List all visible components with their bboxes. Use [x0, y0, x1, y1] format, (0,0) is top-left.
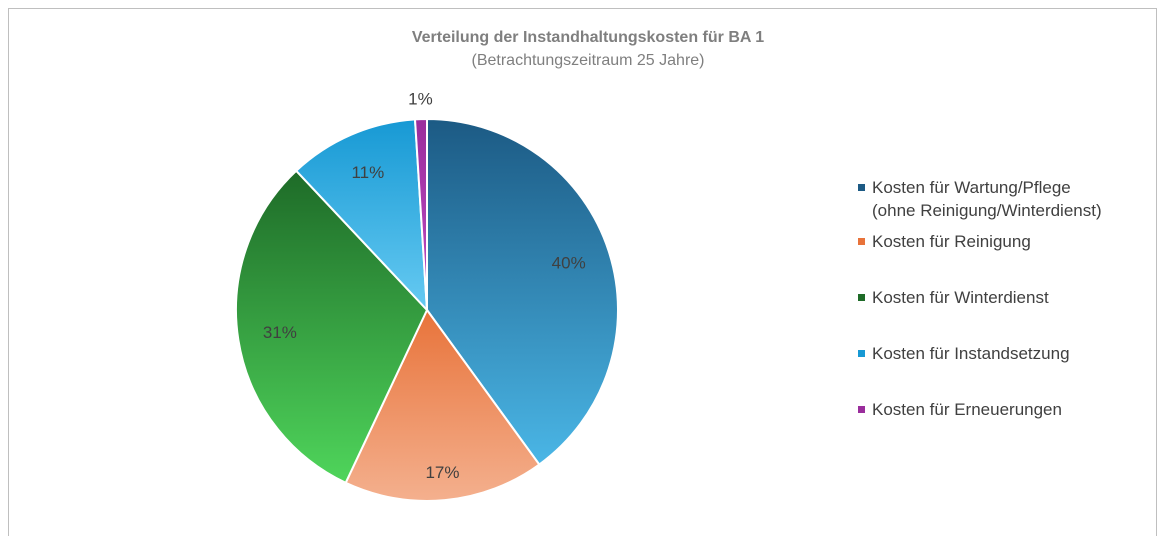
- legend-swatch: [858, 406, 865, 413]
- pie-slice: [413, 117, 428, 311]
- pie-slice: [294, 118, 429, 313]
- legend-swatch: [858, 184, 865, 191]
- pie-slice: [426, 117, 619, 466]
- chart-title: Verteilung der Instandhaltungskosten für…: [412, 29, 764, 46]
- pie-slice: [344, 308, 541, 502]
- legend-label: Kosten für Erneuerungen: [872, 400, 1062, 419]
- data-label: 1%: [408, 89, 433, 108]
- chart-subtitle: (Betrachtungszeitraum 25 Jahre): [472, 52, 705, 69]
- data-label: 11%: [351, 163, 384, 182]
- legend-item: Kosten für Wartung/Pflege (ohne Reinigun…: [858, 176, 1102, 222]
- legend-swatch: [858, 238, 865, 245]
- legend-label: Kosten für Wartung/Pflege (ohne Reinigun…: [872, 178, 1102, 220]
- legend-label: Kosten für Winterdienst: [872, 288, 1049, 307]
- legend-item: Kosten für Erneuerungen: [858, 398, 1062, 421]
- chart-frame: [8, 8, 1157, 536]
- legend-label: Kosten für Instandsetzung: [872, 344, 1070, 363]
- data-label: 40%: [552, 253, 586, 272]
- legend-item: Kosten für Instandsetzung: [858, 342, 1070, 365]
- pie-slice: [235, 169, 429, 485]
- legend-item: Kosten für Reinigung: [858, 230, 1031, 253]
- legend-swatch: [858, 294, 865, 301]
- data-label: 31%: [263, 323, 297, 342]
- legend-swatch: [858, 350, 865, 357]
- data-label: 17%: [425, 463, 459, 482]
- legend-item: Kosten für Winterdienst: [858, 286, 1049, 309]
- legend-label: Kosten für Reinigung: [872, 232, 1031, 251]
